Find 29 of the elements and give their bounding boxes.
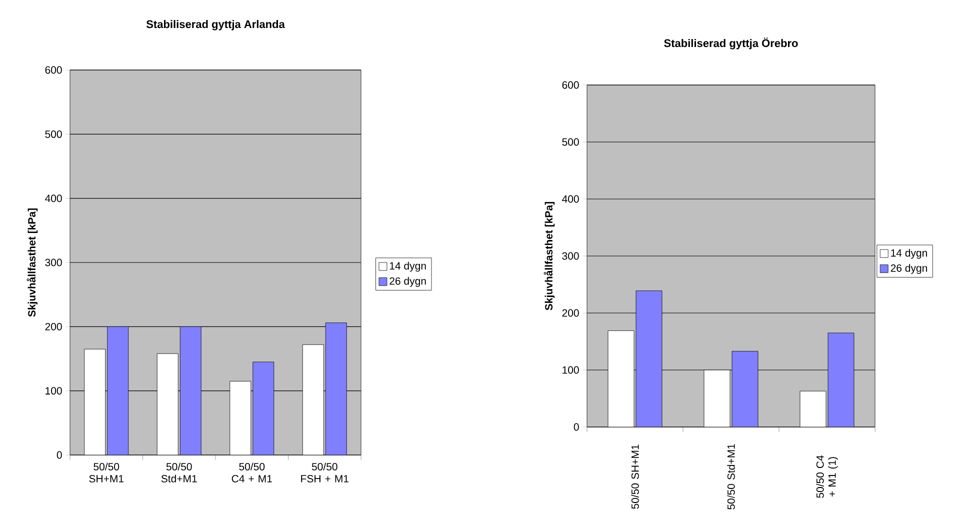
y-axis-title: Skjuvhållfasthet [kPa] bbox=[544, 202, 555, 310]
y-tick-label: 100 bbox=[46, 387, 62, 395]
y-axis-title: Skjuvhållfasthet [kPa] bbox=[26, 208, 38, 317]
legend-label: 26 dygn bbox=[390, 277, 426, 287]
y-tick-label: 500 bbox=[45, 130, 62, 138]
y-tick-label: 400 bbox=[562, 195, 579, 203]
y-tick-label: 500 bbox=[562, 138, 579, 146]
x-tick-label: 50/50 C4 + M1 bbox=[232, 462, 272, 482]
legend-label: 26 dygn bbox=[890, 264, 927, 274]
chart-title: Stabiliserad gyttja Örebro bbox=[664, 38, 798, 50]
x-tick-label: 50/50 Std+M1 bbox=[727, 444, 735, 510]
legend-label: 14 dygn bbox=[891, 248, 927, 259]
x-tick-label: 50/50 Std+M1 bbox=[161, 462, 197, 482]
y-tick-label: 600 bbox=[562, 81, 579, 89]
x-tick-label: 50/50 FSH + M1 bbox=[301, 462, 348, 482]
x-tick-label: 50/50 SH+M1 bbox=[631, 444, 639, 509]
x-tick-label: 50/50 SH+M1 bbox=[89, 462, 124, 482]
y-tick-label: 0 bbox=[574, 423, 579, 431]
legend-label: 14 dygn bbox=[390, 262, 426, 272]
y-tick-label: 300 bbox=[562, 252, 579, 260]
y-tick-label: 300 bbox=[45, 258, 62, 266]
y-tick-label: 200 bbox=[562, 309, 579, 317]
y-tick-label: 100 bbox=[562, 366, 579, 374]
y-tick-label: 400 bbox=[45, 194, 62, 202]
y-tick-label: 200 bbox=[45, 322, 62, 330]
chart-title: Stabiliserad gyttja Arlanda bbox=[146, 20, 285, 30]
x-tick-label: 50/50 C4 + M1 (1) bbox=[816, 455, 838, 498]
y-tick-label: 600 bbox=[45, 66, 62, 74]
y-tick-label: 0 bbox=[56, 451, 62, 459]
